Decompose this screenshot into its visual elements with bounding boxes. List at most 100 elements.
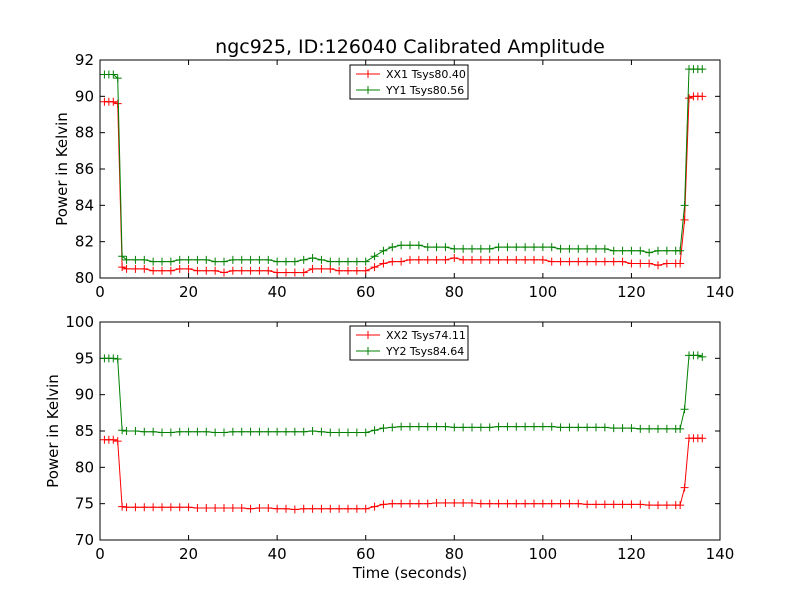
panel-2-series-1-point: [158, 503, 166, 512]
panel-2-series-2-point: [290, 427, 299, 436]
panel-2-series-1-point: [140, 503, 149, 512]
panel-1-series-1-point: [202, 266, 211, 275]
figure-title: ngc925, ID:126040 Calibrated Amplitude: [215, 36, 605, 58]
panel-2-series-2-point: [414, 422, 423, 431]
panel-1-x-tick-label: 0: [95, 283, 105, 301]
panel-1-series-1-point: [468, 255, 476, 264]
panel-1-x-tick-label: 100: [529, 283, 558, 301]
panel-1-series-1-point: [441, 255, 450, 264]
panel-2-legend-label-2: YY2 Tsys84.64: [385, 345, 464, 358]
panel-1-series-2-point: [547, 243, 556, 252]
panel-2-series-2-point: [379, 424, 388, 433]
panel-2-y-tick-label: 85: [75, 422, 94, 440]
panel-2-series-2-point: [662, 424, 671, 433]
panel-2-y-tick-label: 95: [75, 349, 94, 367]
panel-1-series-2-point: [109, 70, 118, 79]
panel-2-series-1-point: [282, 504, 290, 513]
panel-2-x-tick-label: 140: [706, 545, 735, 563]
panel-2-legend-label-1: XX2 Tsys74.11: [386, 329, 466, 342]
panel-2-series-2-point: [485, 423, 494, 432]
panel-2-series-2-point: [220, 428, 228, 437]
panel-1-series-1-point: [388, 257, 397, 266]
panel-2-legend-marker-1: [364, 331, 372, 339]
panel-2-legend-marker-2: [364, 347, 372, 355]
panel-2-series-1-point: [379, 500, 388, 509]
panel-1-series-1-point: [158, 266, 166, 275]
panel-2-legend: XX2 Tsys74.11 YY2 Tsys84.64: [349, 325, 469, 361]
panel-1-series-2-point: [158, 257, 166, 266]
panel-2-series-2-point: [255, 427, 264, 436]
panel-2-series-1-point: [414, 499, 423, 508]
panel-2-series-2-point: [237, 427, 246, 436]
panel-2-series-2-point: [600, 423, 609, 432]
panel-1-series-1-point: [255, 266, 264, 275]
panel-1-series-1-point: [282, 268, 290, 277]
panel-2-series-2-point: [565, 423, 574, 432]
panel-2-series-2-point: [282, 427, 290, 436]
panel-1-legend: XX1 Tsys80.40 YY1 Tsys80.56: [349, 64, 469, 100]
panel-2-series-2-point: [211, 428, 220, 437]
panel-1-series-1-point: [140, 264, 149, 273]
panel-2-series-2-point: [494, 422, 503, 431]
panel-2-series-2-point: [583, 423, 592, 432]
panel-1-series-2-point: [618, 246, 627, 255]
panel-2-series-2-point: [299, 427, 308, 436]
panel-2-series-1-point: [255, 504, 264, 513]
panel-2-series-1-point: [352, 504, 361, 513]
panel-2-series-2-point: [352, 428, 361, 437]
panel-2-series-2-point: [344, 428, 352, 437]
panel-2-series-1-point: [432, 498, 441, 507]
panel-1-series-2-point: [676, 246, 685, 255]
panel-2-series-2-point: [264, 427, 273, 436]
panel-2-series-1-point: [317, 504, 326, 513]
panel-1-series-1-point: [503, 255, 512, 264]
panel-1-x-tick-label: 140: [706, 283, 735, 301]
panel-2-series-2-point: [645, 424, 654, 433]
panel-2-series-1-point: [676, 501, 685, 510]
panel-1-legend-box: [349, 64, 469, 100]
panel-1-series-1-point: [476, 255, 485, 264]
panel-1-series-2-point: [512, 243, 521, 252]
panel-1-y-tick-label: 90: [75, 87, 94, 105]
panel-2-series-1-point: [220, 504, 228, 513]
panel-1-series-1-point: [414, 255, 423, 264]
panel-1-series-1-point: [109, 97, 118, 106]
panel-2-series-2-point: [547, 422, 556, 431]
panel-1-series-2-point: [388, 243, 397, 252]
panel-2-series-2-point: [193, 427, 202, 436]
panel-2-series-2-point: [521, 422, 530, 431]
panel-2-series-2-point: [503, 422, 512, 431]
panel-1-series-1-point: [574, 257, 583, 266]
panel-1-legend-label-1: XX1 Tsys80.40: [386, 68, 466, 81]
panel-1-series-2-point: [450, 244, 459, 253]
panel-2-series-1-point: [565, 499, 574, 508]
panel-1-series-1-point: [592, 257, 600, 266]
panel-1-series-1-point: [538, 255, 547, 264]
panel-1-series-1-point: [290, 268, 299, 277]
panel-1-series-1-point: [184, 264, 193, 273]
panel-2-series-1-point: [406, 499, 414, 508]
panel-1-series-2-point: [494, 243, 503, 252]
panel-2-series-2-point: [476, 423, 485, 432]
panel-2-series-1-point: [361, 504, 370, 513]
panel-1-series-2-point: [282, 257, 290, 266]
panel-1-series-2-point: [344, 257, 352, 266]
panel-2-series-2-point: [406, 422, 414, 431]
panel-2-series-2-point: [693, 351, 702, 360]
panel-2-series-1-point: [326, 504, 335, 513]
panel-2-series-2-point: [680, 405, 689, 414]
panel-1-series-1-point: [423, 255, 432, 264]
panel-1-series-2-point: [184, 255, 193, 264]
panel-1-series-1-point: [565, 257, 574, 266]
panel-2-series-1-point: [370, 502, 379, 511]
panel-1-series-1-point: [118, 263, 127, 272]
panel-1-y-tick-label: 84: [75, 196, 94, 214]
panel-1-series-2-point: [379, 246, 388, 255]
panel-1-series-2-point: [264, 255, 273, 264]
panel-2-series-1-point: [600, 500, 609, 509]
panel-1-series-2-point: [406, 241, 414, 250]
panel-1-series-2-point: [698, 65, 707, 74]
panel-2-series-2-point: [609, 424, 618, 433]
panel-2-y-tick-label: 75: [75, 495, 94, 513]
